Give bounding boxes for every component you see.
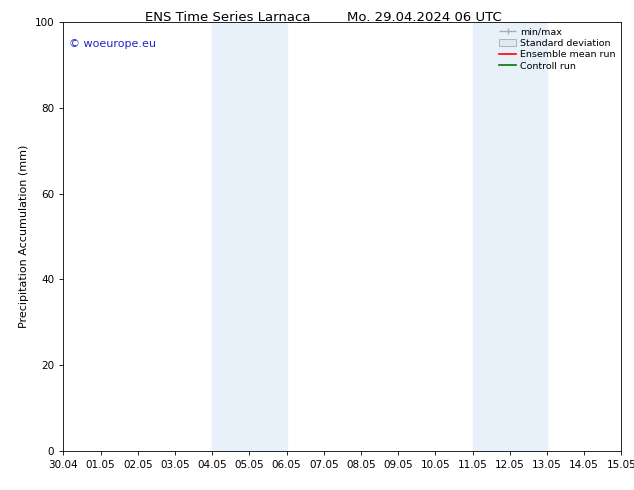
Bar bbox=[212, 22, 287, 451]
Text: Mo. 29.04.2024 06 UTC: Mo. 29.04.2024 06 UTC bbox=[347, 11, 502, 24]
Text: ENS Time Series Larnaca: ENS Time Series Larnaca bbox=[145, 11, 311, 24]
Bar bbox=[472, 22, 547, 451]
Legend: min/max, Standard deviation, Ensemble mean run, Controll run: min/max, Standard deviation, Ensemble me… bbox=[496, 25, 619, 74]
Y-axis label: Precipitation Accumulation (mm): Precipitation Accumulation (mm) bbox=[19, 145, 29, 328]
Text: © woeurope.eu: © woeurope.eu bbox=[69, 39, 156, 49]
